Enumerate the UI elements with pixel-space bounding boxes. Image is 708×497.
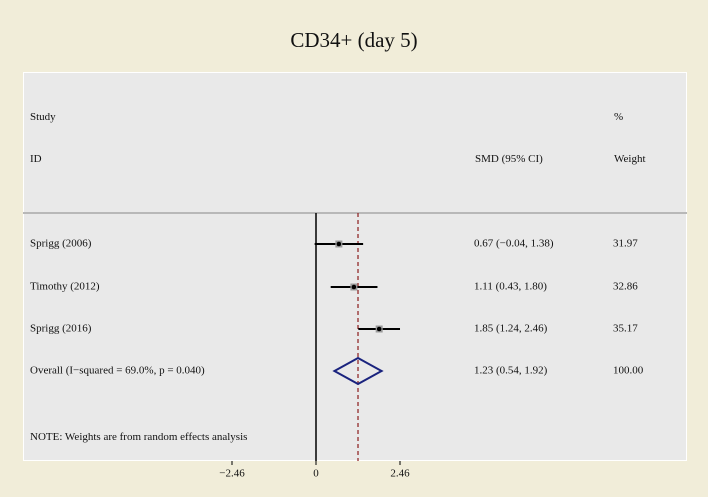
study-ci-text: 0.67 (−0.04, 1.38)	[474, 238, 554, 250]
study-weight: 31.97	[613, 238, 638, 250]
study-label: Sprigg (2006)	[30, 238, 92, 250]
point-estimate	[336, 241, 342, 247]
x-tick-label: 2.46	[390, 468, 410, 480]
overall-diamond	[332, 356, 384, 386]
overall-label: Overall (I−squared = 69.0%, p = 0.040)	[30, 365, 205, 377]
footnote: NOTE: Weights are from random effects an…	[30, 431, 248, 443]
x-tick-label: 0	[313, 468, 319, 480]
plot-area: Study ID SMD (95% CI) % Weight NOTE: Wei…	[23, 72, 687, 461]
study-label: Sprigg (2016)	[30, 323, 92, 335]
study-ci-text: 1.85 (1.24, 2.46)	[474, 323, 548, 335]
overall-ci-text: 1.23 (0.54, 1.92)	[474, 365, 548, 377]
header-percent: %	[614, 111, 624, 123]
header-id: ID	[30, 153, 42, 165]
header-smd: SMD (95% CI)	[475, 153, 543, 165]
study-weight: 35.17	[613, 323, 638, 335]
study-ci-text: 1.11 (0.43, 1.80)	[474, 281, 547, 293]
overall-weight: 100.00	[613, 365, 644, 377]
study-weight: 32.86	[613, 281, 638, 293]
header-weight: Weight	[614, 153, 646, 165]
header-study: Study	[30, 111, 56, 123]
point-estimate	[376, 326, 382, 332]
chart-title: CD34+ (day 5)	[290, 28, 418, 52]
point-estimate	[351, 284, 357, 290]
x-tick-label: −2.46	[219, 468, 245, 480]
study-label: Timothy (2012)	[30, 281, 100, 293]
